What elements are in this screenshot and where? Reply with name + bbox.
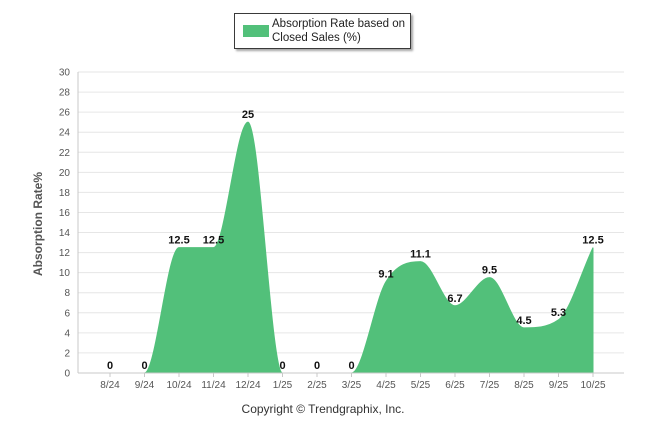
x-tick-label: 10/25 bbox=[580, 380, 605, 391]
x-tick-label: 8/24 bbox=[100, 380, 120, 391]
y-tick-label: 10 bbox=[59, 268, 71, 279]
area-series bbox=[110, 121, 594, 374]
y-tick-label: 8 bbox=[64, 288, 70, 299]
series-area bbox=[110, 121, 594, 374]
data-label: 12.5 bbox=[582, 235, 603, 247]
x-tick-label: 4/25 bbox=[376, 380, 396, 391]
y-tick-label: 2 bbox=[64, 348, 70, 359]
y-tick-label: 16 bbox=[59, 208, 71, 219]
data-label: 25 bbox=[242, 109, 254, 121]
y-tick-label: 6 bbox=[64, 308, 70, 319]
y-tick-label: 0 bbox=[64, 369, 70, 380]
data-label: 0 bbox=[141, 360, 147, 372]
x-tick-label: 2/25 bbox=[307, 380, 327, 391]
data-label: 0 bbox=[107, 360, 113, 372]
data-label: 0 bbox=[314, 360, 320, 372]
x-tick-label: 8/25 bbox=[514, 380, 534, 391]
y-tick-label: 28 bbox=[59, 88, 71, 99]
data-label: 11.1 bbox=[410, 249, 431, 261]
x-tick-label: 10/24 bbox=[166, 380, 191, 391]
data-label: 0 bbox=[279, 360, 285, 372]
data-label: 5.3 bbox=[551, 307, 566, 319]
data-label: 12.5 bbox=[203, 235, 224, 247]
data-label: 9.1 bbox=[378, 269, 393, 281]
y-tick-label: 14 bbox=[59, 228, 71, 239]
x-tick-label: 1/25 bbox=[273, 380, 293, 391]
data-labels: 0 0 12.5 12.5 25 0 0 0 9.1 11.1 6.7 9.5 4.5 5.3 12.5 bbox=[107, 109, 604, 372]
data-label: 0 bbox=[348, 360, 354, 372]
legend: Absorption Rate based on Closed Sales (%… bbox=[234, 13, 411, 49]
x-tick-label: 11/24 bbox=[201, 380, 226, 391]
copyright-credit: Copyright © Trendgraphix, Inc. bbox=[241, 402, 405, 416]
data-label: 9.5 bbox=[482, 265, 497, 277]
data-label: 6.7 bbox=[447, 293, 462, 305]
x-tick-label: 3/25 bbox=[342, 380, 362, 391]
x-tick-label: 5/25 bbox=[411, 380, 431, 391]
legend-label: Absorption Rate based on Closed Sales (%… bbox=[272, 18, 405, 44]
legend-swatch bbox=[243, 25, 269, 37]
y-tick-label: 30 bbox=[59, 68, 71, 79]
grid-lines bbox=[78, 71, 624, 354]
x-tick-label: 7/25 bbox=[480, 380, 500, 391]
y-tick-label: 18 bbox=[59, 188, 71, 199]
x-tick-label: 9/24 bbox=[135, 380, 155, 391]
x-tick-label: 6/25 bbox=[445, 380, 465, 391]
y-tick-label: 24 bbox=[59, 128, 71, 139]
y-axis-label: Absorption Rate% bbox=[31, 171, 45, 277]
data-label: 12.5 bbox=[168, 235, 189, 247]
data-label: 4.5 bbox=[516, 315, 531, 327]
x-tick-label: 9/25 bbox=[549, 380, 569, 391]
y-tick-label: 26 bbox=[59, 108, 71, 119]
x-axis-tick-labels: 8/24 9/24 10/24 11/24 12/24 1/25 2/25 3/25 4/25 5… bbox=[100, 373, 606, 391]
y-tick-label: 22 bbox=[59, 148, 71, 159]
y-tick-label: 20 bbox=[59, 168, 71, 179]
y-tick-label: 12 bbox=[59, 248, 71, 259]
y-tick-label: 4 bbox=[64, 328, 70, 339]
x-tick-label: 12/24 bbox=[235, 380, 260, 391]
